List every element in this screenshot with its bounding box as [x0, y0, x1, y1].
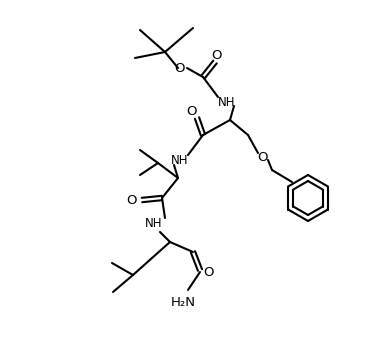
Text: O: O: [204, 266, 214, 279]
Text: NH: NH: [145, 216, 163, 230]
Text: NH: NH: [171, 153, 189, 166]
Text: O: O: [258, 150, 268, 163]
Text: H₂N: H₂N: [171, 296, 195, 309]
Text: O: O: [127, 194, 137, 207]
Text: O: O: [187, 104, 197, 117]
Text: O: O: [175, 62, 185, 75]
Text: O: O: [212, 49, 222, 62]
Text: NH: NH: [218, 95, 236, 108]
